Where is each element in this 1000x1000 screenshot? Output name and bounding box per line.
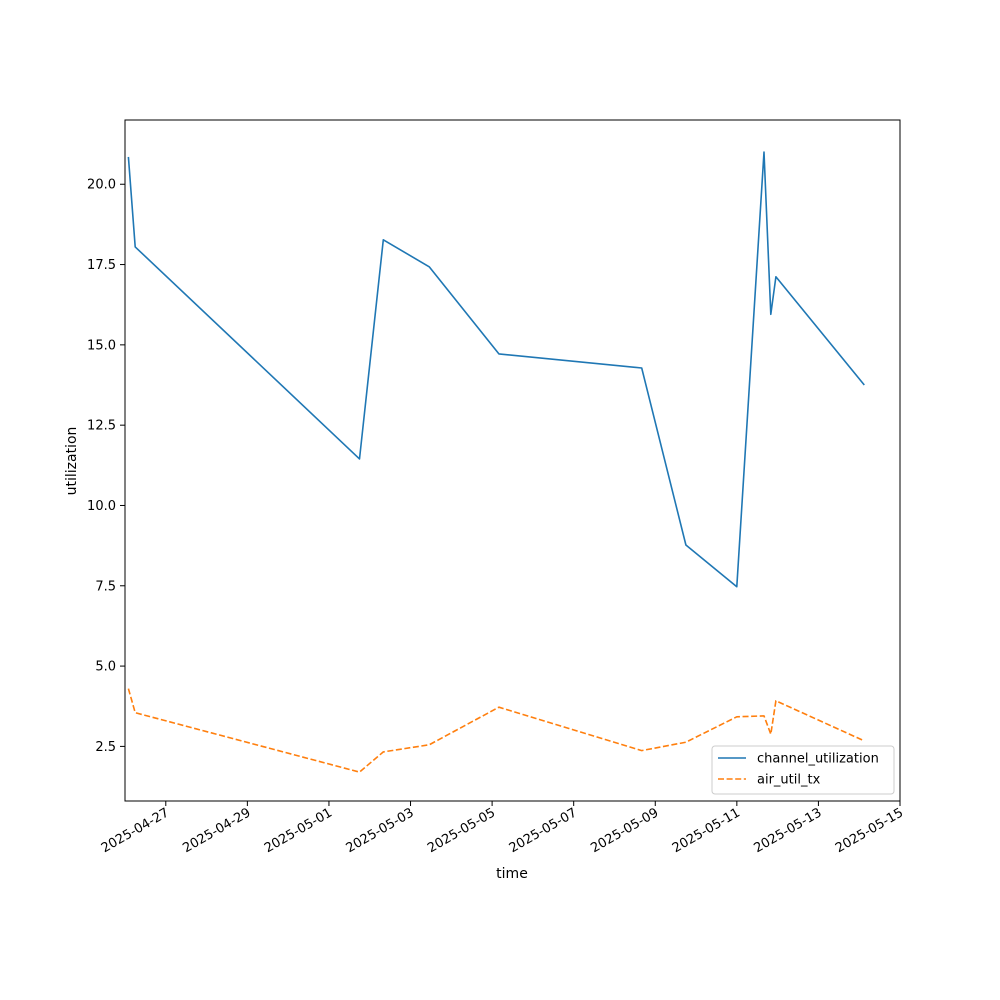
legend-box bbox=[711, 745, 895, 795]
series-layer bbox=[127, 151, 865, 773]
x-tick-label: 2025-04-29 bbox=[180, 805, 253, 856]
legend: channel_utilization air_util_tx bbox=[711, 745, 895, 795]
series-line-channel-utilization bbox=[127, 151, 865, 588]
y-axis-title: utilization bbox=[64, 427, 80, 496]
x-tick-label: 2025-05-05 bbox=[425, 805, 498, 856]
x-tick-label: 2025-05-07 bbox=[507, 805, 580, 856]
legend-label: channel_utilization bbox=[757, 752, 879, 767]
x-tick-label: 2025-05-13 bbox=[751, 805, 824, 856]
x-tick-label: 2025-05-01 bbox=[262, 805, 335, 856]
x-tick-label: 2025-05-09 bbox=[588, 805, 661, 856]
x-axis-title: time bbox=[496, 866, 528, 882]
x-tick-label: 2025-05-11 bbox=[670, 805, 743, 856]
x-tick-label: 2025-05-03 bbox=[344, 805, 417, 856]
y-tick-label: 20.0 bbox=[87, 178, 116, 193]
x-tick-label: 2025-04-27 bbox=[99, 805, 172, 856]
y-tick-label: 12.5 bbox=[87, 419, 116, 434]
legend-label: air_util_tx bbox=[757, 773, 821, 788]
y-tick-label: 2.5 bbox=[95, 740, 116, 755]
plot-frame bbox=[124, 119, 901, 802]
y-tick-label: 15.0 bbox=[87, 338, 116, 353]
y-tick-label: 5.0 bbox=[95, 660, 116, 675]
x-tick-label: 2025-05-15 bbox=[833, 805, 906, 856]
x-axis: 2025-04-27 2025-04-29 2025-05-01 2025-05-03… bbox=[99, 801, 906, 856]
y-axis: 2.5 5.0 7.5 10.0 12.5 15.0 17.5 20.0 bbox=[87, 178, 125, 755]
y-tick-label: 10.0 bbox=[87, 499, 116, 514]
plot-area bbox=[125, 120, 900, 801]
y-tick-label: 17.5 bbox=[87, 258, 116, 273]
y-tick-label: 7.5 bbox=[95, 579, 116, 594]
series-line-air-util-tx bbox=[127, 688, 865, 773]
